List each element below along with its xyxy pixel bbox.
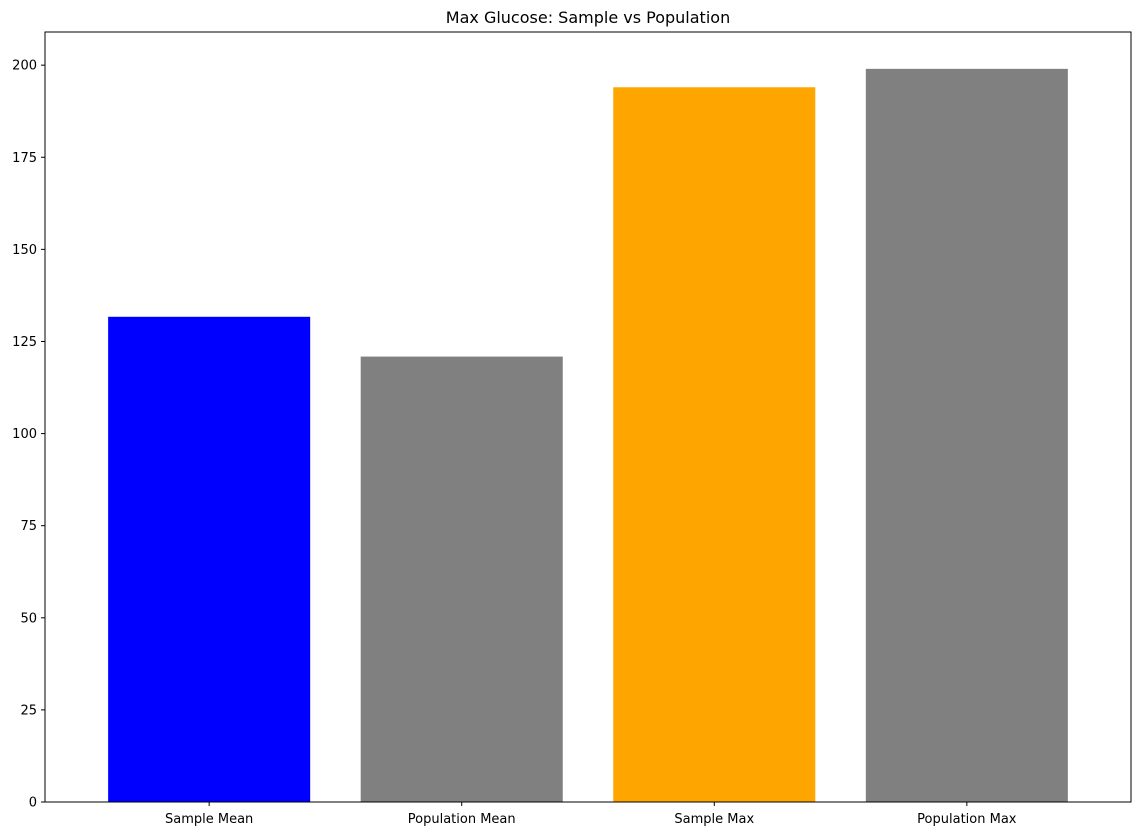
y-tick-label: 75 <box>20 519 37 534</box>
y-axis: 0 25 50 75 100 125 150 175 200 <box>12 59 45 811</box>
y-tick-label: 175 <box>12 151 37 166</box>
bar-sample-max <box>613 87 816 802</box>
y-tick-label: 0 <box>29 796 37 811</box>
bar-population-max <box>865 68 1068 802</box>
bar-population-mean <box>360 356 563 802</box>
y-tick-label: 100 <box>12 427 37 442</box>
x-tick-label: Sample Mean <box>165 812 253 827</box>
x-tick-label: Population Mean <box>408 812 516 827</box>
y-tick-label: 25 <box>20 703 37 718</box>
bar-sample-mean <box>108 316 311 802</box>
y-tick-label: 125 <box>12 335 37 350</box>
x-tick-label: Sample Max <box>674 812 754 827</box>
x-axis: Sample Mean Population Mean Sample Max Popu… <box>165 802 1017 827</box>
x-tick-label: Population Max <box>917 812 1017 827</box>
y-tick-label: 50 <box>20 611 37 626</box>
plot-frame <box>44 31 1132 803</box>
chart-title: Max Glucose: Sample vs Population <box>446 8 730 27</box>
bars-layer <box>108 68 1068 802</box>
y-tick-label: 200 <box>12 59 37 74</box>
y-tick-label: 150 <box>12 243 37 258</box>
